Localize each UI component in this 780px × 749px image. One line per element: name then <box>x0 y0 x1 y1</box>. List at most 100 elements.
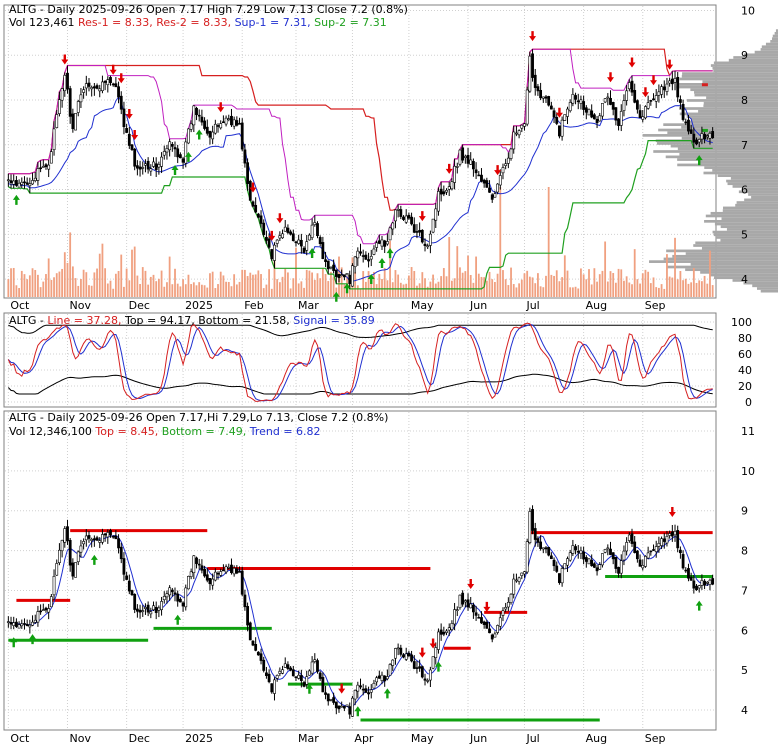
price-candle-body <box>622 100 626 111</box>
volume-bar <box>18 288 20 297</box>
price-candle-body <box>176 148 180 158</box>
trend-candle-body <box>213 571 217 581</box>
trend-candle-body <box>176 593 180 602</box>
volume-bar <box>330 271 332 297</box>
trend-candle-body <box>697 585 701 589</box>
price-candle-body <box>9 180 13 183</box>
trend-x-tick: Jul <box>525 732 539 745</box>
price-candle-body <box>517 130 521 136</box>
volume-bar <box>348 283 351 297</box>
volume-bar <box>179 286 182 297</box>
price-candle-body <box>259 215 263 224</box>
volume-profile-bar <box>717 174 778 178</box>
price-candle-body <box>595 119 599 124</box>
price-candle-body <box>461 147 465 161</box>
volume-bar <box>246 276 249 297</box>
volume-bar <box>636 279 639 297</box>
price-candle-body <box>428 233 432 246</box>
price-candle-body <box>79 94 83 103</box>
sell-arrow <box>418 211 426 222</box>
price-candle-body <box>160 156 163 167</box>
trend-candle-body <box>493 633 497 638</box>
volume-bar <box>195 285 198 297</box>
trend-candle-body <box>614 557 618 569</box>
price-candle-body <box>523 123 526 127</box>
volume-bar <box>254 274 257 297</box>
trend-candle-body <box>197 563 201 566</box>
volume-bar <box>157 278 160 297</box>
trend-candle-body <box>122 558 126 575</box>
volume-bar <box>149 276 152 297</box>
price-candle-body <box>644 106 647 119</box>
trend-y-tick-labels: 4 5 6 7 8 9 10 11 <box>741 425 755 717</box>
price-candle-body <box>498 175 502 186</box>
volume-bar <box>166 282 168 297</box>
price-candle-body <box>458 149 462 165</box>
volume-profile-bar <box>726 179 778 183</box>
trend-candle-body <box>248 622 252 641</box>
trend-candle-body <box>603 549 607 553</box>
trend-sell-arrow <box>429 638 437 649</box>
price-candle-body <box>692 133 696 143</box>
trend-candle-body <box>60 540 64 552</box>
price-candle-body <box>563 114 567 121</box>
volume-bar <box>684 278 687 297</box>
price-candle-body <box>337 274 341 279</box>
volume-bar <box>453 278 456 297</box>
trend-candle-body <box>240 570 244 595</box>
price-candle-body <box>445 189 448 193</box>
volume-profile-bar <box>667 265 778 269</box>
volume-bar <box>287 272 289 297</box>
trend-candle-body <box>380 674 384 681</box>
volume-bar <box>45 274 47 297</box>
trend-candle-body <box>259 653 263 661</box>
volume-bars <box>7 187 714 297</box>
trend-candle-body <box>563 563 567 570</box>
price-candle-body <box>388 227 392 241</box>
legend-part: Bottom = 7.49, <box>158 425 246 438</box>
trend-candle-body <box>25 623 29 626</box>
trend-candle-body <box>165 593 169 598</box>
trend-candle-body <box>638 559 642 567</box>
trend-candle-body <box>90 539 94 541</box>
trend-candle-body <box>670 531 674 537</box>
trend-candle-body <box>138 609 142 613</box>
volume-bar <box>668 276 671 297</box>
sell-arrow <box>61 54 69 65</box>
volume-bar <box>7 279 10 297</box>
trend-candle-body <box>106 532 110 538</box>
trend-candle-body <box>412 661 416 669</box>
trend-candle-body <box>662 538 666 542</box>
trend-candle-body <box>308 670 311 676</box>
volume-profile-bar <box>756 287 778 290</box>
price-candle-body <box>313 222 317 225</box>
trend-candle-body <box>141 610 145 612</box>
volume-profile-bar <box>761 45 778 49</box>
volume-bar <box>631 284 633 297</box>
price-candle-body <box>695 139 698 145</box>
trend-x-tick: Dec <box>129 732 150 745</box>
volume-bar <box>442 268 445 297</box>
volume-bar <box>582 274 585 297</box>
price-candle-body <box>125 128 129 133</box>
trend-candle-body <box>541 547 545 550</box>
trend-x-tick: Apr <box>354 732 374 745</box>
volume-bar <box>580 268 582 297</box>
volume-profile-bar <box>678 83 778 86</box>
trend-candle-body <box>601 553 604 566</box>
volume-bar <box>262 288 265 297</box>
volume-bar <box>31 268 34 297</box>
volume-profile-bar <box>743 187 778 191</box>
volume-bar <box>273 257 276 297</box>
lower-support-line <box>7 140 713 290</box>
volume-bar <box>58 271 61 297</box>
volume-bar <box>182 279 184 297</box>
volume-bar <box>434 283 437 297</box>
volume-bar <box>209 273 211 297</box>
price-candle-body <box>200 116 204 123</box>
buy-arrow <box>12 194 20 205</box>
volume-bar <box>402 284 405 297</box>
trend-y-tick: 11 <box>741 425 755 438</box>
volume-profile-bar <box>774 31 778 35</box>
price-candle-body <box>619 111 623 126</box>
